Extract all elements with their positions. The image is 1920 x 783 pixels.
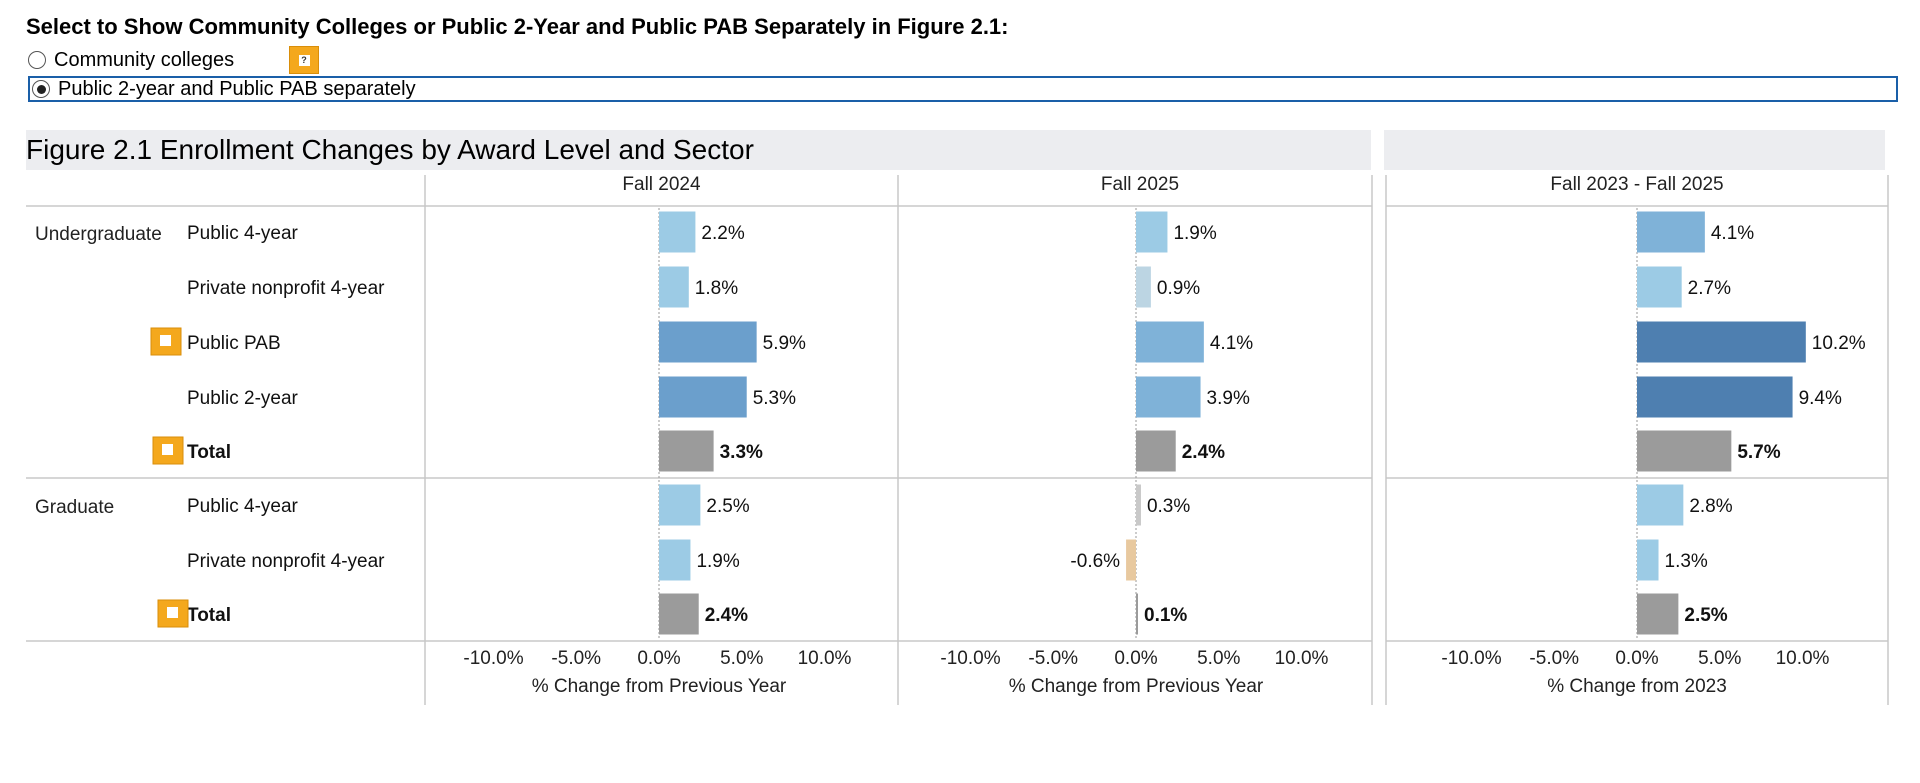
tick-label: -10.0% [1441, 648, 1501, 669]
bar [1637, 430, 1732, 472]
row-label: Private nonprofit 4-year [187, 278, 385, 299]
row-label: Public 4-year [187, 223, 299, 244]
data-label: 5.7% [1737, 442, 1780, 463]
tick-label: 5.0% [1698, 648, 1741, 669]
bar [1136, 593, 1138, 635]
axis-label: % Change from 2023 [1547, 676, 1727, 697]
data-label: 5.3% [753, 388, 796, 409]
axis-label: % Change from Previous Year [532, 676, 787, 697]
radio-selected-icon[interactable] [32, 80, 50, 98]
data-label: 2.5% [706, 496, 749, 517]
row-label: Public PAB [187, 333, 281, 354]
row-label-total: Total [187, 605, 231, 626]
tick-label: 10.0% [1275, 648, 1329, 669]
bar [659, 484, 701, 526]
data-label: 9.4% [1799, 388, 1842, 409]
bar [1637, 539, 1659, 581]
data-label: 2.8% [1689, 496, 1732, 517]
bar [1637, 211, 1705, 253]
axis-label: % Change from Previous Year [1009, 676, 1264, 697]
figure-title: Figure 2.1 Enrollment Changes by Award L… [26, 134, 754, 165]
data-label: 0.9% [1157, 278, 1200, 299]
tick-label: 10.0% [798, 648, 852, 669]
radio-circle-icon[interactable] [28, 51, 46, 69]
data-label: 10.2% [1812, 333, 1866, 354]
row-label: Private nonprofit 4-year [187, 551, 385, 572]
bar [659, 266, 689, 308]
bar [659, 539, 691, 581]
bar [659, 376, 747, 418]
row-label: Public 4-year [187, 496, 299, 517]
data-label: 2.4% [1182, 442, 1225, 463]
data-label: 1.8% [695, 278, 738, 299]
radio-label: Public 2-year and Public PAB separately [58, 77, 416, 100]
help-icon-glyph [167, 607, 178, 618]
row-label-total: Total [187, 442, 231, 463]
group-label: Undergraduate [35, 224, 162, 245]
radio-community-colleges[interactable]: Community colleges [28, 47, 428, 73]
bar [1637, 376, 1793, 418]
right-title-band [1384, 130, 1885, 170]
data-label: 5.9% [763, 333, 806, 354]
bar [659, 321, 757, 363]
tick-label: 5.0% [720, 648, 763, 669]
bar [1637, 266, 1682, 308]
data-label: 4.1% [1711, 223, 1754, 244]
data-label: 3.9% [1207, 388, 1250, 409]
bar [659, 430, 714, 472]
tick-label: 0.0% [1615, 648, 1658, 669]
tick-label: -5.0% [551, 648, 601, 669]
data-label: 1.9% [1173, 223, 1216, 244]
bar [1637, 484, 1684, 526]
data-label: 2.4% [705, 605, 748, 626]
data-label: 1.9% [696, 551, 739, 572]
figure-title-band [26, 130, 1371, 170]
tick-label: 10.0% [1776, 648, 1830, 669]
help-icon[interactable]: ? [289, 46, 319, 74]
tick-label: 0.0% [1114, 648, 1157, 669]
bar [1126, 539, 1136, 581]
bar [1136, 266, 1151, 308]
data-label: 0.1% [1144, 605, 1187, 626]
tick-label: -10.0% [463, 648, 523, 669]
bar [1136, 484, 1141, 526]
help-icon-glyph [162, 444, 173, 455]
bar [1136, 321, 1204, 363]
row-label: Public 2-year [187, 388, 299, 409]
data-label: 3.3% [720, 442, 763, 463]
tick-label: -5.0% [1529, 648, 1579, 669]
bar [1637, 593, 1679, 635]
panel-header: Fall 2025 [1101, 174, 1179, 195]
bar [659, 211, 696, 253]
panel-header: Fall 2024 [622, 174, 701, 195]
data-label: 2.5% [1684, 605, 1727, 626]
data-label: 2.7% [1688, 278, 1731, 299]
data-label: 2.2% [701, 223, 744, 244]
tick-label: -5.0% [1028, 648, 1078, 669]
group-label: Graduate [35, 497, 114, 518]
bar [1136, 430, 1176, 472]
radio-label: Community colleges [54, 48, 235, 71]
tick-label: 0.0% [637, 648, 680, 669]
bar [1637, 321, 1806, 363]
help-icon-glyph [160, 335, 171, 346]
data-label: -0.6% [1070, 551, 1120, 572]
bar [1136, 376, 1201, 418]
selector-title: Select to Show Community Colleges or Pub… [26, 14, 1009, 39]
data-label: 4.1% [1210, 333, 1253, 354]
tick-label: 5.0% [1197, 648, 1240, 669]
bar [1136, 211, 1168, 253]
panel-header: Fall 2023 - Fall 2025 [1550, 174, 1723, 195]
bar [659, 593, 699, 635]
data-label: 0.3% [1147, 496, 1190, 517]
tick-label: -10.0% [940, 648, 1000, 669]
data-label: 1.3% [1665, 551, 1708, 572]
radio-public-2yr-pab-separately[interactable]: Public 2-year and Public PAB separately [28, 76, 1898, 102]
